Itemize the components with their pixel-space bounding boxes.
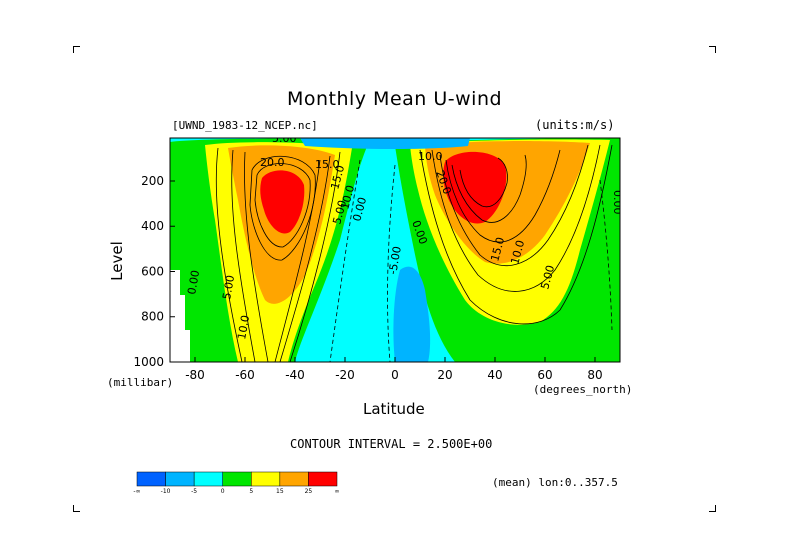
contour-line (215, 147, 243, 362)
contour-line (329, 159, 361, 362)
contour-line (459, 157, 508, 208)
contour-line (439, 144, 589, 266)
colorbar-label: 5 (249, 488, 253, 495)
contour-fill-25 (260, 170, 305, 234)
contour-line (387, 164, 396, 362)
contour-label: 5.00 (272, 132, 297, 145)
contour-line (244, 151, 269, 362)
x-tick-label: 60 (537, 368, 552, 382)
corner-mark-bottom-right (709, 505, 716, 512)
y-axis: 200 400 600 800 1000 (133, 174, 175, 369)
y-tick-label: 200 (141, 174, 164, 188)
x-axis-label: Latitude (363, 400, 425, 418)
colorbar-swatch (165, 471, 195, 487)
corner-mark-bottom-left (73, 505, 80, 512)
contour-interval-label: CONTOUR INTERVAL = 2.500E+00 (290, 437, 493, 451)
contour-line (419, 144, 613, 325)
contour-label: -5.00 (386, 245, 404, 275)
contour-label: 10.0 (235, 314, 252, 340)
colorbar-swatch (193, 471, 223, 487)
colorbar-label: 0 (221, 488, 225, 495)
contour-label: 10.0 (508, 239, 527, 266)
contour-line (231, 149, 256, 362)
x-tick-label: -60 (235, 368, 255, 382)
y-tick-label: 400 (141, 219, 164, 233)
contour-line (254, 163, 311, 248)
contour-line (445, 149, 561, 243)
colorbar-swatch (308, 471, 338, 487)
colorbar: -∞ -10 -5 0 5 15 25 ∞ (133, 471, 340, 495)
contour-fill-neg5 (393, 266, 431, 362)
contour-label: 10.0 (338, 184, 357, 211)
dataset-label: [UWND_1983-12_NCEP.nc] (172, 119, 318, 132)
contour-label: 5.00 (330, 199, 349, 226)
contour-line (279, 155, 331, 362)
colorbar-swatch (222, 471, 252, 487)
missing-data-mask (170, 270, 190, 362)
mean-note-label: (mean) lon:0..357.5 (492, 476, 618, 489)
contour-label: 5.00 (538, 264, 557, 291)
colorbar-swatch (136, 471, 166, 487)
colorbar-swatch (279, 471, 309, 487)
corner-mark-top-right (709, 46, 716, 53)
x-tick-label: 80 (587, 368, 602, 382)
colorbar-label: ∞ (335, 488, 340, 495)
corner-mark-top-left (73, 46, 80, 53)
contour-label: 0.00 (611, 190, 624, 215)
contour-fill-upper-easterly (300, 138, 470, 149)
contour-fill-layer: 0.00 5.00 10.0 15.0 20.0 5.00 0.00 10.0 … (170, 132, 624, 362)
x-tick-label: 0 (391, 368, 399, 382)
y-axis-label: Level (108, 241, 126, 281)
colorbar-label: 15 (276, 488, 284, 495)
x-tick-label: -40 (285, 368, 305, 382)
x-tick-label: 40 (487, 368, 502, 382)
contour-label: 20.0 (260, 156, 285, 169)
y-units-label: (millibar) (107, 376, 174, 389)
colorbar-label: 25 (305, 488, 313, 495)
contour-label: 10.0 (418, 150, 443, 163)
colorbar-label: -5 (191, 488, 197, 495)
contour-lines (215, 144, 613, 362)
contour-label: 15.0 (488, 236, 507, 263)
contour-line (274, 159, 321, 362)
contour-label: 15.0 (315, 158, 340, 171)
contour-label: 0.00 (185, 269, 202, 295)
contour-line (431, 144, 601, 292)
contour-line (599, 179, 613, 331)
contour-line (289, 151, 341, 362)
units-label: (units:m/s) (535, 118, 615, 132)
x-axis: -80 -60 -40 -20 0 20 40 60 80 (185, 357, 603, 382)
colorbar-swatch (251, 471, 281, 487)
colorbar-label: -10 (161, 488, 171, 495)
x-tick-label: -80 (185, 368, 205, 382)
y-tick-label: 1000 (133, 355, 164, 369)
x-tick-label: -20 (335, 368, 355, 382)
x-tick-label: 20 (437, 368, 452, 382)
x-units-label: (degrees_north) (533, 383, 633, 396)
y-tick-label: 600 (141, 264, 164, 278)
contour-label: 0.00 (350, 196, 369, 223)
y-tick-label: 800 (141, 310, 164, 324)
contour-label: 15.0 (328, 164, 347, 191)
colorbar-label: -∞ (133, 488, 140, 495)
contour-line (451, 154, 527, 223)
contour-label: 5.00 (220, 274, 237, 300)
contour-line (249, 155, 316, 261)
chart-title: Monthly Mean U-wind (286, 88, 503, 110)
